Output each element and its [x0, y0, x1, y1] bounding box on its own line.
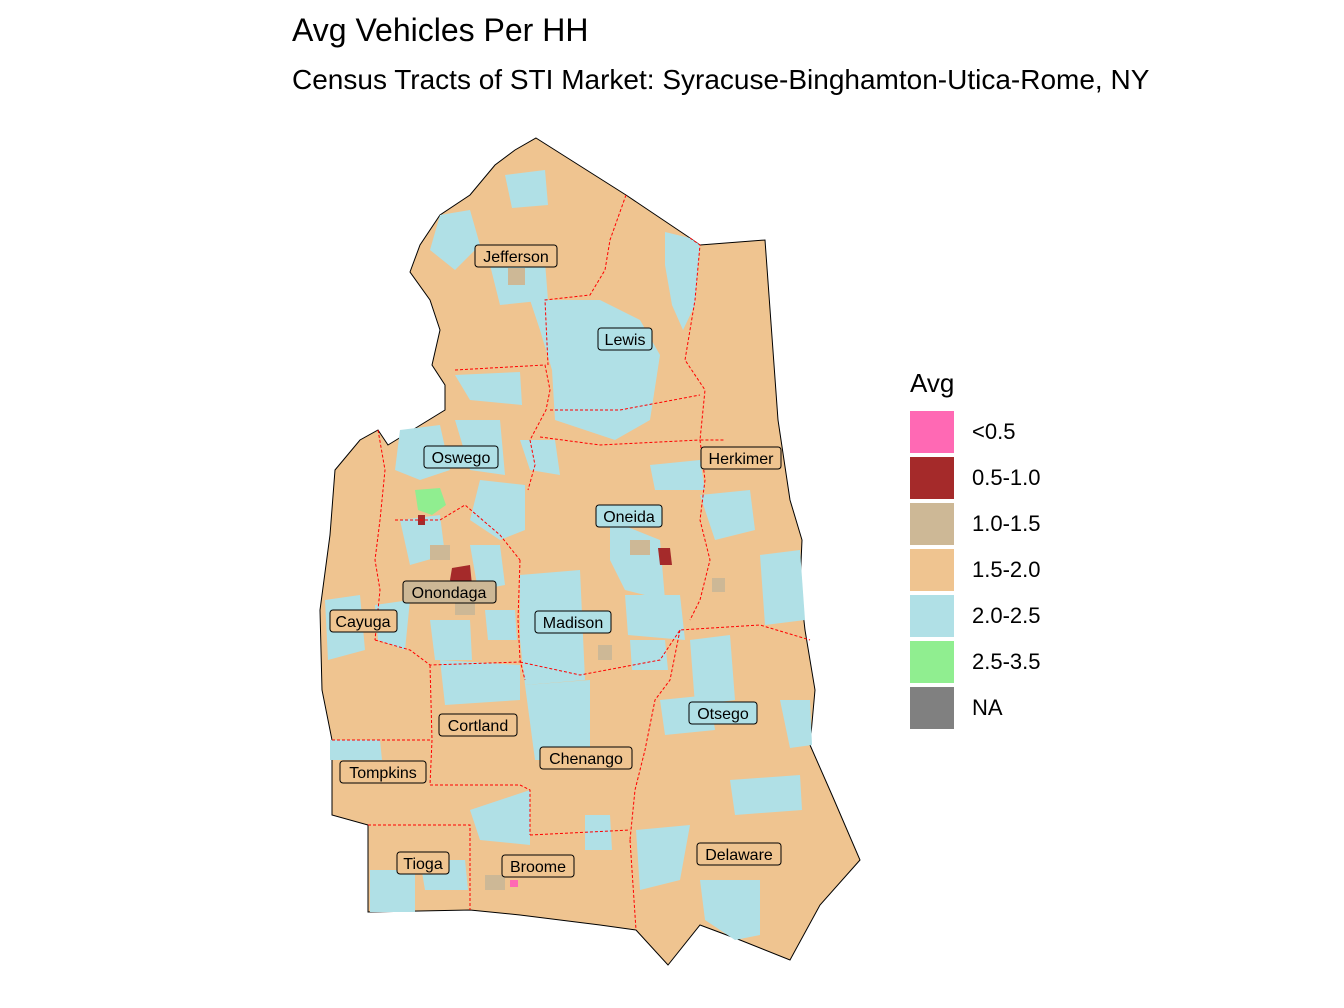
legend-label: 2.0-2.5 — [972, 603, 1041, 628]
legend-item-na: NA — [910, 685, 1041, 731]
legend-item-under-0.5: <0.5 — [910, 409, 1041, 455]
legend-label: 0.5-1.0 — [972, 465, 1041, 490]
legend-item-1.5-2.0: 1.5-2.0 — [910, 547, 1041, 593]
tract-under-0.5 — [510, 880, 518, 887]
svg-text:Broome: Broome — [510, 859, 566, 876]
svg-text:Herkimer: Herkimer — [709, 451, 775, 468]
legend-swatch — [910, 503, 954, 545]
svg-text:Oswego: Oswego — [432, 450, 491, 467]
county-label-lewis: Lewis — [597, 327, 653, 351]
legend-title: Avg — [910, 368, 955, 398]
legend-swatch — [910, 411, 954, 453]
svg-text:Chenango: Chenango — [549, 751, 623, 768]
county-label-oneida: Oneida — [595, 504, 663, 528]
map-title: Avg Vehicles Per HH — [292, 12, 589, 48]
svg-text:Onondaga: Onondaga — [412, 585, 487, 602]
county-label-chenango: Chenango — [539, 746, 633, 770]
legend-label: 1.5-2.0 — [972, 557, 1041, 582]
county-labels: Jefferson Lewis Herkimer Oswego Oneida O… — [329, 244, 782, 878]
legend-label: 2.5-3.5 — [972, 649, 1041, 674]
svg-text:Tompkins: Tompkins — [349, 765, 417, 782]
svg-text:Cortland: Cortland — [448, 718, 508, 735]
county-label-herkimer: Herkimer — [700, 446, 782, 470]
legend-swatch — [910, 457, 954, 499]
county-label-otsego: Otsego — [688, 701, 758, 725]
county-label-tioga: Tioga — [396, 851, 450, 875]
legend-items: <0.5 0.5-1.0 1.0-1.5 1.5-2.0 2.0-2.5 2.5… — [910, 409, 1041, 731]
county-label-onondaga: Onondaga — [402, 580, 497, 604]
county-label-madison: Madison — [534, 610, 612, 634]
legend: Avg <0.5 0.5-1.0 1.0-1.5 1.5-2.0 2.0-2.5… — [910, 368, 1041, 731]
svg-text:Oneida: Oneida — [603, 509, 655, 526]
legend-swatch — [910, 595, 954, 637]
county-boundaries — [332, 194, 811, 931]
legend-item-2.5-3.5: 2.5-3.5 — [910, 639, 1041, 685]
county-label-delaware: Delaware — [696, 842, 782, 866]
legend-label: <0.5 — [972, 419, 1016, 444]
county-label-broome: Broome — [501, 854, 575, 878]
county-label-cortland: Cortland — [438, 713, 518, 737]
svg-text:Jefferson: Jefferson — [483, 249, 549, 266]
county-label-cayuga: Cayuga — [329, 609, 398, 633]
map-subtitle: Census Tracts of STI Market: Syracuse-Bi… — [292, 64, 1150, 95]
svg-text:Otsego: Otsego — [697, 706, 749, 723]
svg-text:Delaware: Delaware — [705, 847, 773, 864]
choropleth-map: Jefferson Lewis Herkimer Oswego Oneida O… — [319, 137, 861, 966]
legend-swatch — [910, 687, 954, 729]
legend-item-2.0-2.5: 2.0-2.5 — [910, 593, 1041, 639]
legend-swatch — [910, 549, 954, 591]
legend-swatch — [910, 641, 954, 683]
county-label-oswego: Oswego — [423, 445, 499, 469]
county-label-tompkins: Tompkins — [339, 760, 427, 784]
svg-text:Madison: Madison — [543, 615, 603, 632]
legend-item-0.5-1.0: 0.5-1.0 — [910, 455, 1041, 501]
legend-item-1.0-1.5: 1.0-1.5 — [910, 501, 1041, 547]
legend-label: NA — [972, 695, 1003, 720]
county-label-jefferson: Jefferson — [474, 244, 558, 268]
svg-text:Lewis: Lewis — [605, 332, 646, 349]
legend-label: 1.0-1.5 — [972, 511, 1041, 536]
tract-2.5-3.5 — [415, 488, 446, 515]
svg-text:Tioga: Tioga — [403, 856, 443, 873]
svg-text:Cayuga: Cayuga — [335, 614, 390, 631]
